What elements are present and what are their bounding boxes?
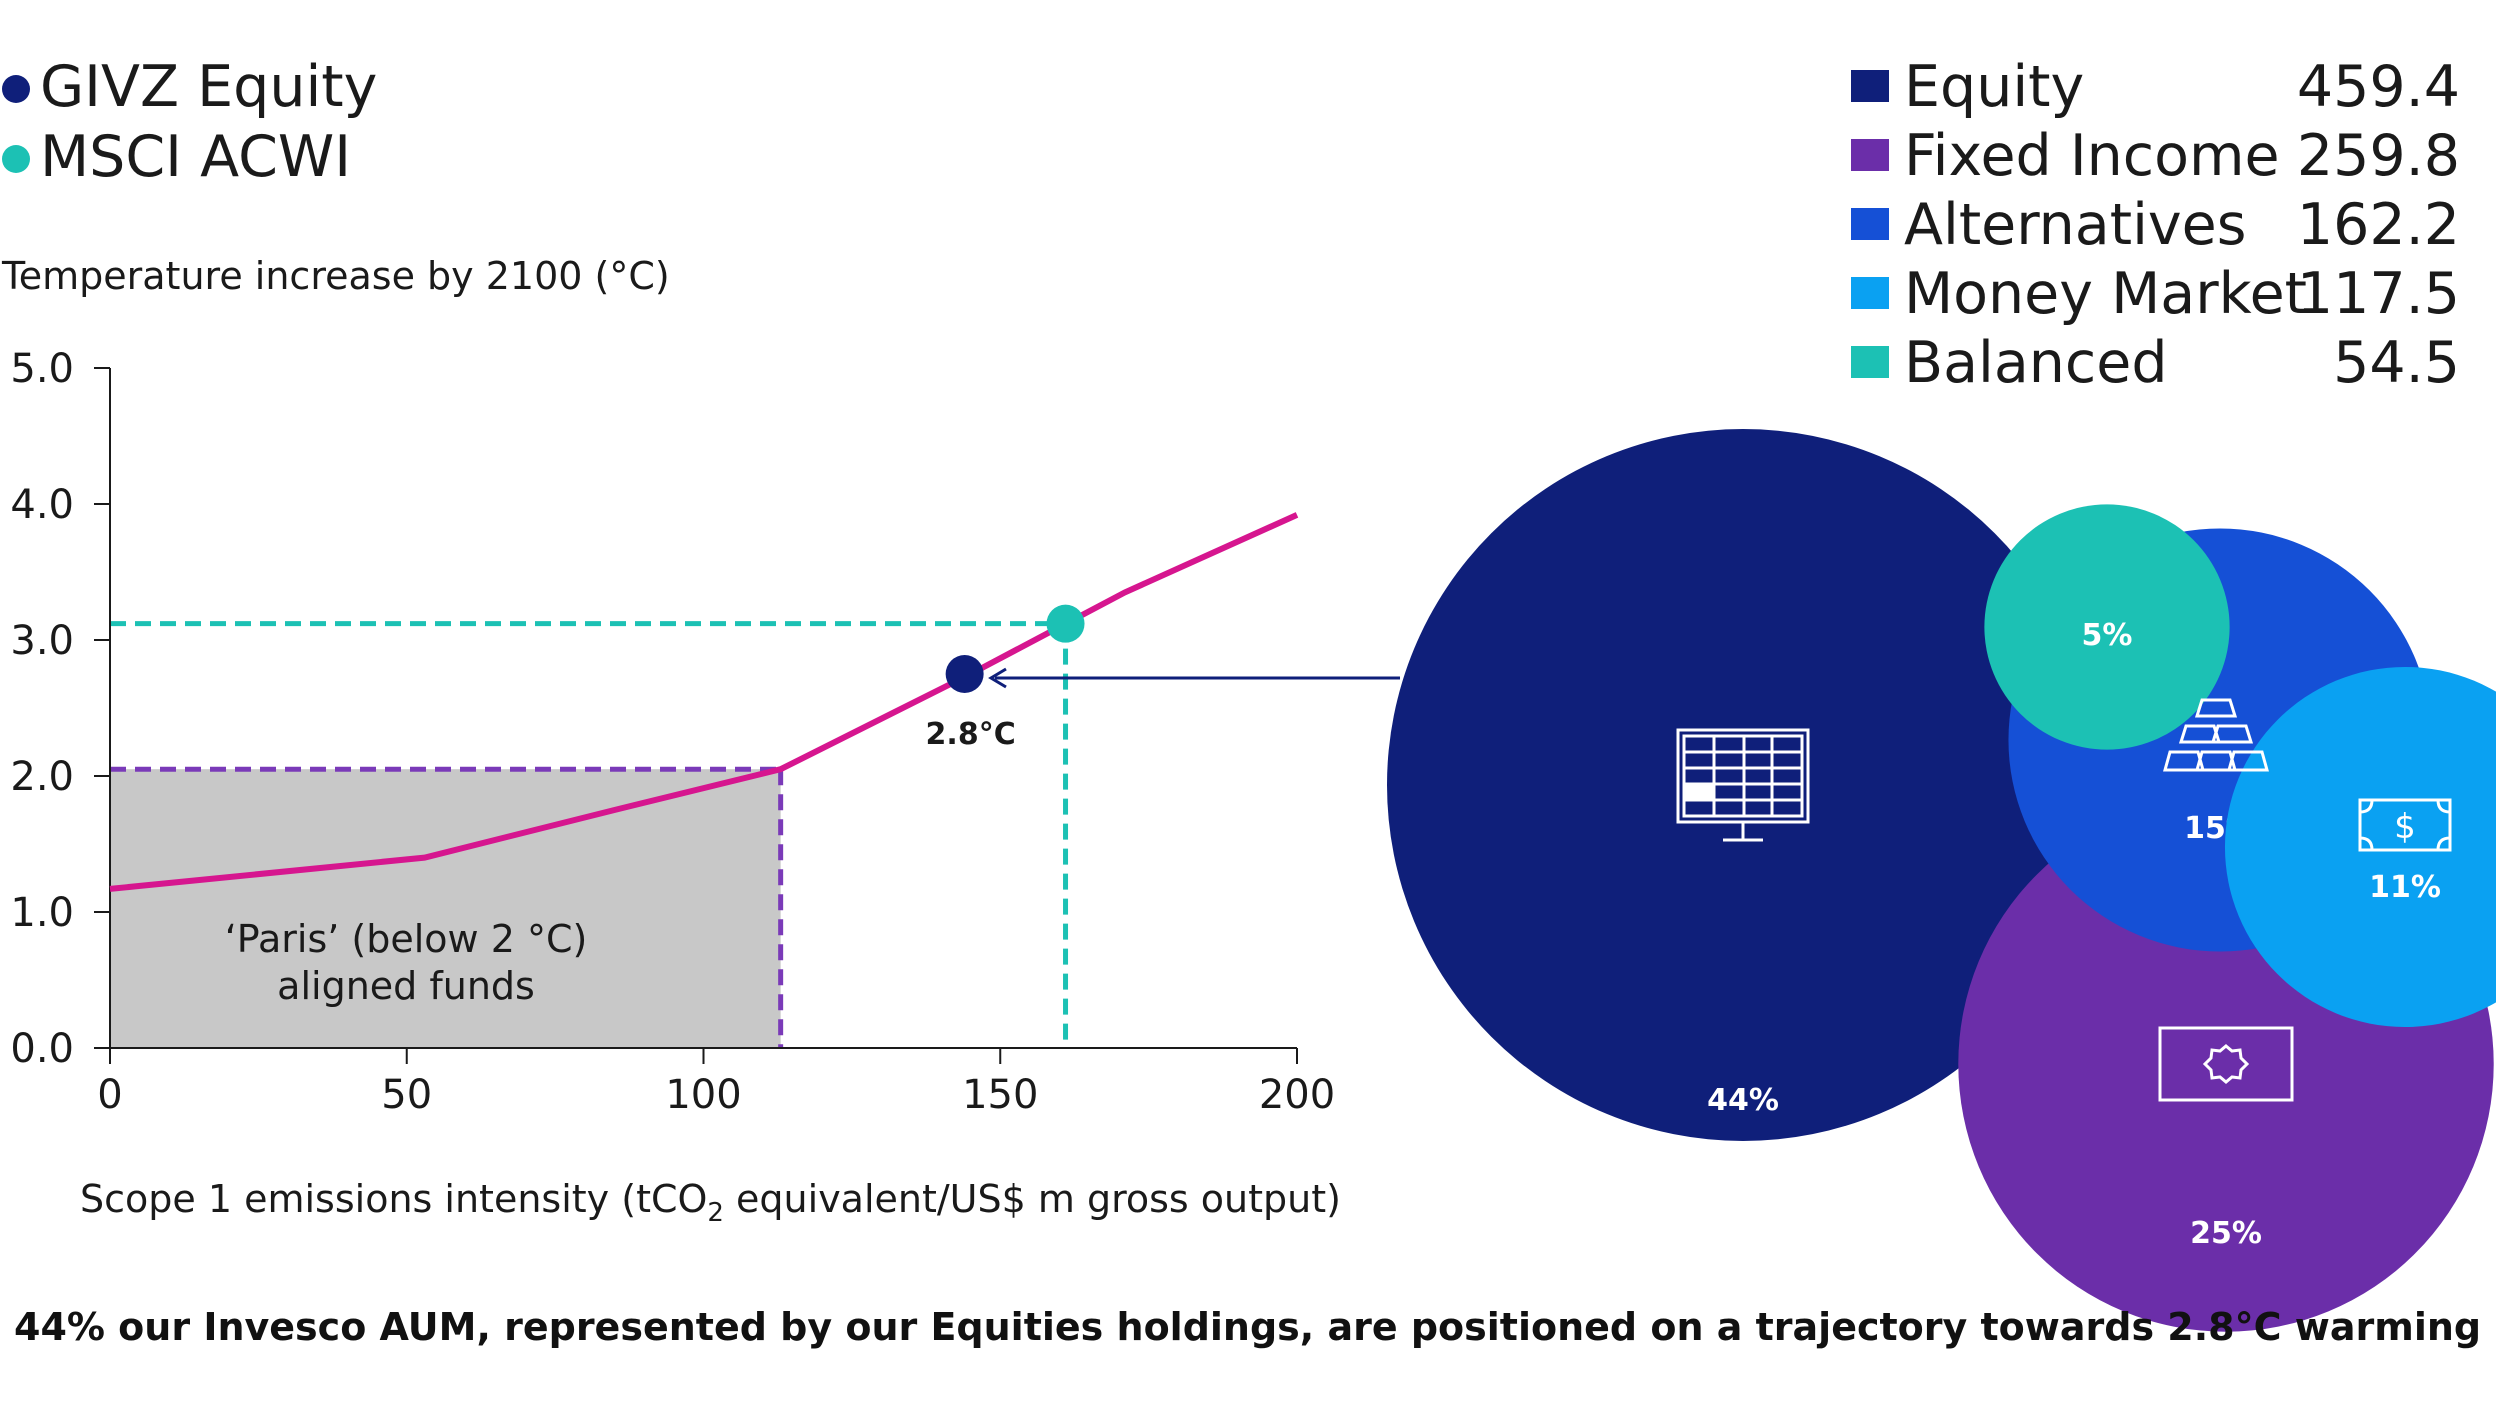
y-tick-label-3: 3.0 <box>10 618 74 664</box>
axes: 0.0 1.0 2.0 3.0 4.0 5.0 0 50 100 150 200 <box>10 346 1335 1118</box>
y-tick-label-4: 4.0 <box>10 482 74 528</box>
y-tick-label-0: 0.0 <box>10 1026 74 1072</box>
legend-value-balanced: 54.5 <box>2333 330 2460 396</box>
legend-swatch-money-market <box>1851 277 1889 309</box>
legend-dot-msci <box>2 145 30 173</box>
paris-label-line-2: aligned funds <box>277 964 535 1008</box>
x-tick-label-0: 0 <box>97 1072 122 1118</box>
chart-caption: 44% our Invesco AUM, represented by our … <box>14 1305 2482 1349</box>
svg-text:$: $ <box>2394 807 2416 847</box>
legend-label-fixed-income: Fixed Income <box>1904 123 2280 189</box>
aum-legend: Equity 459.4 Fixed Income 259.8 Alternatives… <box>1851 54 2460 396</box>
paris-label-line-1: ‘Paris’ (below 2 °C) <box>225 917 588 961</box>
reference-lines <box>110 621 1069 1048</box>
legend-value-alternatives: 162.2 <box>2297 192 2460 258</box>
legend-value-money-market: 117.5 <box>2297 261 2460 327</box>
bubble-percent-money-market: 11% <box>2369 870 2441 905</box>
y-tick-label-2: 2.0 <box>10 754 74 800</box>
bubble-percent-equity: 44% <box>1707 1083 1779 1118</box>
legend-label-givz: GIVZ Equity <box>40 54 377 120</box>
y-tick-label-1: 1.0 <box>10 890 74 936</box>
bubble-percent-fixed-income: 25% <box>2190 1216 2262 1251</box>
legend-value-equity: 459.4 <box>2297 54 2460 120</box>
x-tick-label-1: 50 <box>381 1072 432 1118</box>
legend-swatch-fixed-income <box>1851 139 1889 171</box>
legend-swatch-equity <box>1851 70 1889 102</box>
monitor-grid-icon <box>1676 728 1810 842</box>
gold-bars-icon <box>2163 698 2269 772</box>
bubble-balanced <box>1984 504 2230 750</box>
legend-swatch-balanced <box>1851 346 1889 378</box>
legend-swatch-alternatives <box>1851 208 1889 240</box>
y-tick-label-5: 5.0 <box>10 346 74 392</box>
marker-msci-acwi <box>1046 604 1085 643</box>
x-tick-label-2: 100 <box>665 1072 741 1118</box>
banknote-icon <box>2158 1026 2294 1102</box>
paris-aligned-region <box>110 769 781 1048</box>
legend-label-alternatives: Alternatives <box>1904 192 2246 258</box>
x-axis-title: Scope 1 emissions intensity (tCO2 equiva… <box>80 1177 1341 1228</box>
equity-connector-arrowhead <box>988 667 1007 689</box>
aum-bubbles: 44%25%15%11%5% <box>1387 429 2496 1332</box>
x-tick-label-3: 150 <box>962 1072 1038 1118</box>
legend-label-balanced: Balanced <box>1904 330 2168 396</box>
dollar-bill-icon: $ <box>2358 798 2452 852</box>
marker-givz-equity <box>945 655 984 693</box>
givz-marker-label: 2.8°C <box>926 717 1016 752</box>
markers <box>945 604 1085 693</box>
bubble-percent-balanced: 5% <box>2082 618 2133 653</box>
legend-label-equity: Equity <box>1904 54 2084 120</box>
legend-dot-givz <box>2 75 30 103</box>
temperature-trajectory-line <box>109 512 1299 892</box>
legend-label-money-market: Money Market <box>1904 261 2307 327</box>
legend-label-msci: MSCI ACWI <box>40 124 351 190</box>
legend-value-fixed-income: 259.8 <box>2297 123 2460 189</box>
x-tick-label-4: 200 <box>1259 1072 1335 1118</box>
marker-legend: GIVZ Equity MSCI ACWI <box>2 54 377 190</box>
y-axis-title: Temperature increase by 2100 (°C) <box>1 254 670 298</box>
